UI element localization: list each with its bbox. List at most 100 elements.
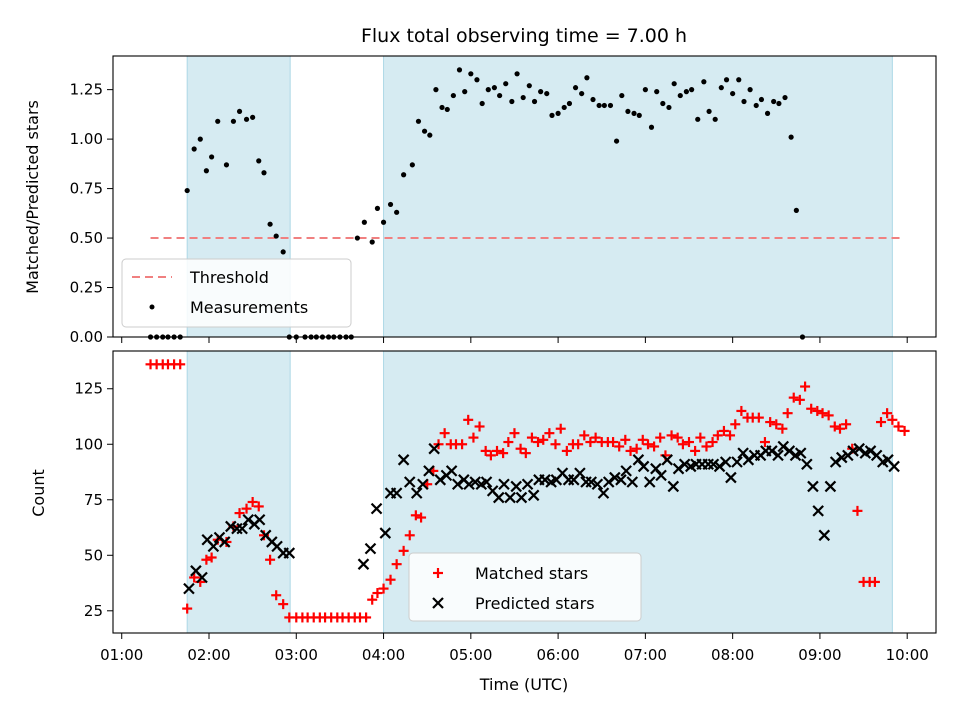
predicted-star-point	[818, 529, 831, 542]
measurement-point	[421, 128, 428, 134]
predicted-star-point	[731, 456, 743, 468]
matched-star-point	[608, 437, 619, 448]
measurement-point	[625, 108, 631, 115]
matched-star-point	[404, 530, 415, 541]
measurement-point	[520, 94, 526, 101]
measurement-point	[474, 77, 480, 83]
predicted-star-point	[242, 513, 255, 526]
shaded-interval	[187, 351, 291, 633]
predicted-star-point	[253, 513, 266, 526]
matched-star-point	[765, 417, 776, 428]
measurement-point	[642, 87, 648, 93]
measurement-point	[369, 239, 375, 245]
predicted-star-point	[480, 476, 493, 488]
predicted-star-point	[667, 480, 680, 493]
matched-star-point	[800, 381, 811, 392]
x-tick-label: 05:00	[449, 646, 492, 664]
predicted-star-point	[434, 474, 447, 486]
matched-star-point	[410, 510, 421, 521]
matched-star-point	[684, 437, 695, 448]
predicted-star-point	[864, 445, 877, 457]
predicted-star-point	[521, 478, 534, 491]
measurement-point	[479, 100, 485, 107]
measurement-point	[736, 77, 742, 83]
measurement-point	[619, 92, 625, 99]
measurement-point	[209, 154, 215, 160]
matched-star-point	[736, 405, 747, 416]
measurement-points	[147, 67, 806, 340]
measurement-point	[236, 108, 243, 115]
legend-measurements-label: Measurements	[190, 298, 308, 317]
matched-star-point	[480, 445, 491, 456]
measurement-point	[503, 81, 509, 87]
matched-star-point	[771, 419, 782, 430]
matched-star-point	[655, 432, 666, 443]
matched-star-point	[585, 437, 596, 448]
x-tick-label: 08:00	[711, 646, 754, 664]
measurement-point	[267, 221, 273, 227]
matched-star-point	[887, 414, 898, 425]
measurement-point	[468, 71, 474, 77]
measurement-point	[771, 98, 777, 105]
y-tick-label: 25	[84, 602, 103, 620]
measurement-point	[660, 100, 666, 107]
matched-star-point	[372, 588, 383, 599]
measurement-point	[549, 112, 555, 118]
measurement-point	[758, 96, 765, 103]
predicted-stars-points	[183, 440, 900, 595]
matched-star-point	[509, 428, 520, 439]
measurement-point	[409, 162, 415, 168]
measurement-point	[509, 98, 515, 105]
measurement-point	[613, 138, 620, 144]
predicted-star-point	[655, 469, 667, 482]
matched-star-point	[258, 530, 269, 541]
matched-star-point	[561, 445, 572, 456]
top-legend: Threshold Measurements	[121, 258, 352, 328]
measurement-point	[677, 92, 683, 99]
matched-star-point	[526, 432, 537, 443]
measurement-point	[433, 87, 439, 93]
predicted-star-point	[847, 445, 859, 457]
measurement-point	[561, 104, 567, 111]
matched-star-point	[361, 612, 372, 623]
x-tick-label: 01:00	[100, 646, 143, 664]
matched-star-point	[278, 599, 289, 610]
top-y-axis-ticks: 0.00 0.25 0.50 0.75 1.00 1.25	[70, 81, 113, 346]
matched-star-point	[241, 503, 252, 514]
matched-star-point	[730, 419, 741, 430]
legend-measurements-swatch	[149, 304, 155, 310]
predicted-star-point	[445, 465, 458, 477]
matched-star-point	[533, 437, 544, 448]
matched-star-point	[439, 428, 450, 439]
top-plot-frame	[112, 55, 937, 338]
predicted-star-point	[370, 502, 383, 515]
predicted-star-point	[527, 489, 540, 502]
matched-star-point	[649, 441, 660, 452]
predicted-star-point	[742, 454, 755, 466]
measurement-point	[387, 201, 394, 208]
measurement-point	[631, 110, 637, 116]
measurement-point	[261, 170, 267, 176]
predicted-star-point	[707, 458, 720, 471]
measurement-point	[491, 85, 497, 91]
measurement-point	[654, 89, 660, 95]
measurement-point	[485, 87, 491, 93]
y-tick-label: 0.25	[70, 279, 103, 297]
measurement-point	[747, 87, 753, 93]
predicted-star-point	[719, 456, 732, 468]
measurement-point	[607, 102, 614, 109]
measurement-point	[793, 207, 799, 213]
matched-star-point	[718, 425, 729, 436]
top-x-axis-ticks	[121, 337, 908, 343]
measurement-point	[566, 100, 573, 107]
predicted-star-point	[829, 456, 842, 468]
predicted-star-point	[492, 491, 505, 504]
matched-star-point	[725, 430, 736, 441]
predicted-star-point	[602, 476, 615, 488]
measurement-point	[191, 146, 197, 152]
predicted-star-point	[236, 522, 248, 535]
measurement-point	[427, 132, 433, 138]
y-tick-label: 0.75	[70, 180, 103, 198]
matched-star-point	[385, 574, 396, 585]
